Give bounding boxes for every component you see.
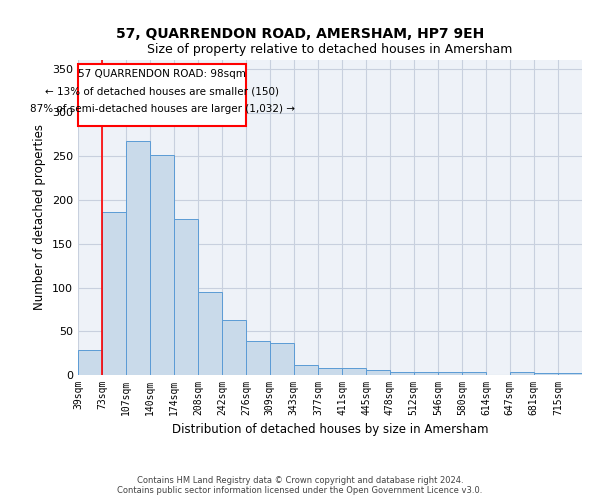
Bar: [318, 368, 342, 375]
X-axis label: Distribution of detached houses by size in Amersham: Distribution of detached houses by size …: [172, 424, 488, 436]
Text: 57 QUARRENDON ROAD: 98sqm: 57 QUARRENDON ROAD: 98sqm: [78, 68, 246, 78]
Bar: [294, 364, 318, 375]
Bar: [269, 342, 294, 375]
Text: ← 13% of detached houses are smaller (150): ← 13% of detached houses are smaller (15…: [45, 86, 279, 96]
Bar: [414, 372, 438, 375]
Bar: [174, 219, 198, 375]
Bar: [342, 368, 366, 375]
Bar: [102, 212, 126, 375]
Bar: [389, 372, 414, 375]
Bar: [198, 292, 222, 375]
Bar: [438, 372, 462, 375]
Bar: [78, 350, 102, 375]
Bar: [509, 372, 534, 375]
Bar: [149, 154, 174, 375]
Title: Size of property relative to detached houses in Amersham: Size of property relative to detached ho…: [148, 43, 512, 56]
Bar: [246, 341, 269, 375]
Y-axis label: Number of detached properties: Number of detached properties: [34, 124, 46, 310]
Bar: [558, 373, 582, 375]
Bar: [534, 373, 558, 375]
FancyBboxPatch shape: [78, 64, 246, 126]
Text: Contains HM Land Registry data © Crown copyright and database right 2024.
Contai: Contains HM Land Registry data © Crown c…: [118, 476, 482, 495]
Text: 87% of semi-detached houses are larger (1,032) →: 87% of semi-detached houses are larger (…: [29, 104, 295, 114]
Bar: [366, 370, 389, 375]
Bar: [462, 372, 486, 375]
Text: 57, QUARRENDON ROAD, AMERSHAM, HP7 9EH: 57, QUARRENDON ROAD, AMERSHAM, HP7 9EH: [116, 28, 484, 42]
Bar: [126, 142, 149, 375]
Bar: [222, 320, 246, 375]
